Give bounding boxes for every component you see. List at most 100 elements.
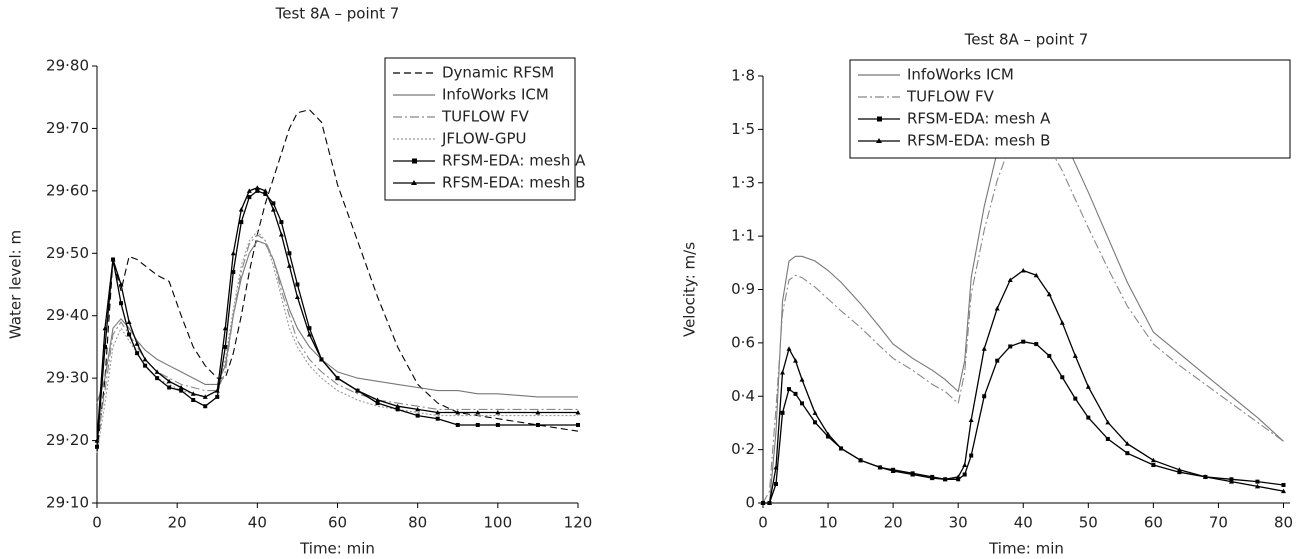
series-line: [96, 240, 578, 404]
legend-label: InfoWorks ICM: [907, 66, 1014, 84]
series-line: [763, 87, 1284, 504]
marker: [287, 251, 292, 256]
marker: [910, 472, 916, 477]
chart-title: Test 8A – point 7: [275, 5, 400, 23]
marker: [110, 257, 116, 262]
marker: [94, 438, 100, 443]
marker: [166, 378, 172, 384]
marker: [838, 445, 844, 451]
marker: [203, 404, 208, 409]
x-tick-label: 100: [484, 514, 513, 532]
marker: [1105, 436, 1110, 441]
marker: [495, 422, 500, 427]
legend-marker: [411, 180, 417, 185]
marker: [263, 191, 268, 196]
marker: [395, 403, 401, 409]
marker: [575, 409, 581, 415]
marker: [1046, 291, 1052, 297]
marker: [435, 416, 440, 421]
x-tick-label: 0: [758, 514, 768, 532]
marker: [103, 344, 108, 349]
chart-title: Test 8A – point 7: [964, 31, 1089, 49]
x-tick-label: 120: [564, 514, 593, 532]
y-axis-label: Water level: m: [7, 230, 25, 339]
marker: [415, 406, 421, 412]
marker: [799, 377, 805, 382]
marker: [223, 344, 228, 349]
marker: [262, 188, 268, 193]
series-line: [762, 126, 1284, 504]
marker: [982, 394, 987, 399]
y-tick-label: 1·1: [731, 227, 755, 245]
marker: [95, 444, 99, 449]
legend-label: RFSM-EDA: mesh B: [907, 132, 1050, 150]
y-tick-label: 1·5: [731, 120, 755, 138]
marker: [154, 369, 160, 374]
marker: [1085, 384, 1091, 389]
marker: [1177, 470, 1182, 475]
marker: [238, 207, 244, 212]
series-line: [96, 230, 578, 454]
marker: [475, 409, 481, 415]
marker: [215, 394, 220, 399]
x-tick-label: 0: [92, 514, 102, 532]
marker: [793, 391, 798, 396]
marker: [375, 397, 381, 402]
marker: [230, 250, 236, 256]
marker: [793, 358, 799, 363]
y-tick-label: 29·40: [46, 306, 89, 324]
x-tick-label: 80: [1274, 514, 1293, 532]
marker: [1151, 463, 1156, 468]
marker: [1021, 339, 1026, 344]
marker: [415, 413, 420, 418]
marker: [475, 422, 480, 427]
x-axis-label: Time: min: [299, 540, 375, 558]
marker: [773, 464, 779, 470]
marker: [1008, 344, 1013, 349]
marker: [375, 401, 380, 406]
x-tick-label: 30: [949, 514, 968, 532]
marker: [178, 385, 184, 390]
marker: [247, 195, 252, 200]
marker: [191, 397, 196, 402]
marker: [1033, 272, 1039, 278]
x-tick-label: 40: [1014, 514, 1033, 532]
marker: [246, 188, 252, 193]
marker: [929, 475, 935, 481]
marker: [1020, 268, 1026, 273]
marker: [767, 500, 773, 505]
marker: [202, 394, 208, 399]
marker: [800, 401, 805, 406]
marker: [1176, 467, 1182, 472]
marker: [1047, 353, 1052, 358]
legend-label: RFSM-EDA: mesh A: [442, 152, 586, 170]
legend-label: RFSM-EDA: mesh A: [907, 110, 1051, 128]
x-tick-label: 70: [1209, 514, 1228, 532]
y-axis-label: Velocity: m/s: [681, 242, 699, 337]
marker: [813, 420, 818, 425]
marker: [1086, 415, 1091, 420]
marker: [962, 472, 967, 477]
x-tick-label: 20: [168, 514, 187, 532]
series-line: [763, 269, 1284, 504]
marker: [1007, 277, 1013, 283]
marker: [1228, 479, 1234, 484]
marker: [1254, 483, 1260, 489]
marker: [535, 409, 541, 415]
marker: [969, 453, 974, 458]
marker: [255, 188, 260, 193]
x-axis-label: Time: min: [988, 540, 1064, 558]
x-tick-label: 40: [248, 514, 267, 532]
marker: [270, 207, 276, 212]
y-tick-label: 29·50: [46, 244, 89, 262]
marker: [286, 263, 292, 268]
y-tick-label: 1·3: [731, 173, 755, 191]
y-tick-label: 0·9: [731, 280, 755, 298]
series-line: [96, 187, 578, 441]
marker: [307, 326, 312, 331]
marker: [155, 376, 160, 381]
marker: [981, 346, 987, 351]
x-tick-label: 50: [1079, 514, 1098, 532]
marker: [956, 477, 961, 482]
x-tick-label: 60: [328, 514, 347, 532]
